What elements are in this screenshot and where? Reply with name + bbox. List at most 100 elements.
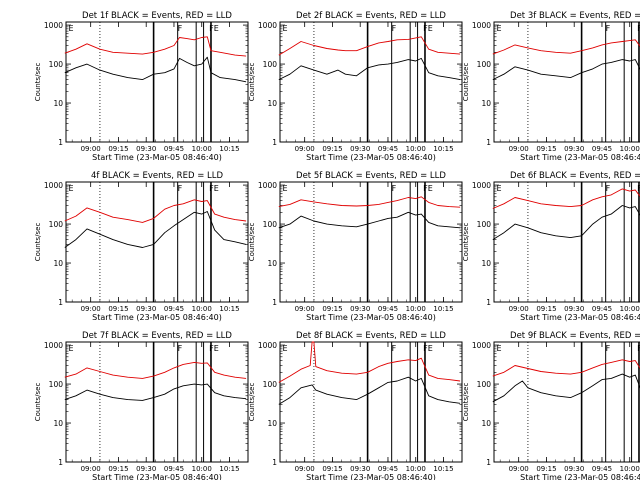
events-series-line bbox=[278, 376, 461, 405]
y-tick-label: 1 bbox=[486, 138, 491, 147]
interval-label: E bbox=[282, 184, 287, 193]
y-tick-label: 10 bbox=[53, 419, 63, 428]
x-tick-label: 10:15 bbox=[219, 465, 239, 473]
x-tick-label: 09:45 bbox=[164, 465, 184, 473]
x-tick-label: 09:30 bbox=[136, 465, 156, 473]
interval-label: E bbox=[68, 24, 73, 33]
interval-label: F bbox=[392, 184, 397, 193]
x-tick-label: 09:00 bbox=[295, 305, 315, 313]
panel-title: Det 8f BLACK = Events, RED = LLD bbox=[296, 331, 446, 341]
x-tick-label: 09:30 bbox=[136, 305, 156, 313]
x-tick-label: 09:15 bbox=[322, 305, 342, 313]
x-tick-label: 09:00 bbox=[509, 465, 529, 473]
interval-label: FE bbox=[637, 344, 640, 353]
x-tick-label: 09:30 bbox=[350, 465, 370, 473]
events-series-line bbox=[492, 205, 640, 240]
y-tick-label: 10 bbox=[481, 259, 491, 268]
interval-label: F bbox=[178, 24, 183, 33]
y-tick-label: 1000 bbox=[44, 341, 63, 350]
x-tick-label: 09:45 bbox=[592, 465, 612, 473]
panel-title: Det 3f BLACK = Events, RED = LLD bbox=[510, 11, 640, 21]
x-axis-label: Start Time (23-Mar-05 08:46:40) bbox=[92, 473, 222, 480]
interval-label: E bbox=[496, 344, 501, 353]
lld-series-line bbox=[64, 361, 247, 379]
events-series-line bbox=[492, 373, 640, 403]
x-tick-label: 09:00 bbox=[81, 465, 101, 473]
x-tick-label: 10:15 bbox=[433, 465, 453, 473]
interval-label: FE bbox=[209, 184, 219, 193]
x-tick-label: 09:45 bbox=[592, 305, 612, 313]
x-axis-label: Start Time (23-Mar-05 08:46:40) bbox=[306, 153, 436, 162]
panel-title: 4f BLACK = Events, RED = LLD bbox=[91, 171, 224, 181]
y-axis-label: Counts/sec bbox=[34, 223, 42, 262]
y-tick-label: 10 bbox=[53, 259, 63, 268]
panel-9: Det 9f BLACK = Events, RED = LLD 1 10 100 10… bbox=[462, 331, 640, 480]
plot-frame bbox=[65, 341, 249, 463]
y-tick-label: 1000 bbox=[472, 341, 491, 350]
x-tick-label: 09:30 bbox=[564, 305, 584, 313]
y-tick-label: 100 bbox=[49, 380, 64, 389]
y-tick-label: 10 bbox=[481, 419, 491, 428]
interval-label: F bbox=[606, 184, 611, 193]
interval-label: F bbox=[178, 344, 183, 353]
plot-frame bbox=[493, 181, 640, 303]
x-tick-label: 09:45 bbox=[378, 465, 398, 473]
interval-label: F bbox=[606, 344, 611, 353]
x-tick-label: 09:00 bbox=[509, 305, 529, 313]
x-tick-label: 09:45 bbox=[592, 145, 612, 153]
x-tick-label: 10:00 bbox=[406, 145, 426, 153]
interval-label: F bbox=[178, 184, 183, 193]
y-tick-label: 100 bbox=[477, 220, 492, 229]
x-tick-label: 10:00 bbox=[406, 305, 426, 313]
panel-2: Det 2f BLACK = Events, RED = LLD 1 10 100 10… bbox=[248, 11, 463, 162]
events-series-line bbox=[278, 211, 461, 229]
x-tick-label: 09:15 bbox=[536, 145, 556, 153]
y-axis-label: Counts/sec bbox=[248, 383, 256, 422]
x-tick-label: 09:30 bbox=[136, 145, 156, 153]
panel-5: Det 5f BLACK = Events, RED = LLD 1 10 100 10… bbox=[248, 171, 463, 322]
interval-label: FE bbox=[637, 24, 640, 33]
y-tick-label: 1000 bbox=[472, 21, 491, 30]
x-tick-label: 09:15 bbox=[108, 305, 128, 313]
x-axis-label: Start Time (23-Mar-05 08:46:40) bbox=[306, 473, 436, 480]
y-axis-label: Counts/sec bbox=[462, 223, 470, 262]
y-tick-label: 1000 bbox=[258, 341, 277, 350]
x-tick-label: 09:00 bbox=[81, 145, 101, 153]
y-tick-label: 10 bbox=[481, 99, 491, 108]
x-tick-label: 09:15 bbox=[108, 145, 128, 153]
panel-6: Det 6f BLACK = Events, RED = LLD 1 10 100 10… bbox=[462, 171, 640, 322]
y-tick-label: 10 bbox=[267, 99, 277, 108]
x-tick-label: 09:15 bbox=[108, 465, 128, 473]
y-tick-label: 100 bbox=[477, 380, 492, 389]
x-tick-label: 09:15 bbox=[536, 465, 556, 473]
y-tick-label: 1000 bbox=[258, 21, 277, 30]
x-tick-label: 10:00 bbox=[620, 305, 640, 313]
panel-title: Det 1f BLACK = Events, RED = LLD bbox=[82, 11, 232, 21]
x-tick-label: 09:30 bbox=[350, 145, 370, 153]
y-axis-label: Counts/sec bbox=[34, 63, 42, 102]
x-axis-label: Start Time (23-Mar-05 08:46:40) bbox=[520, 473, 640, 480]
x-tick-label: 09:15 bbox=[536, 305, 556, 313]
x-tick-label: 09:00 bbox=[81, 305, 101, 313]
y-tick-label: 1 bbox=[272, 138, 277, 147]
x-axis-label: Start Time (23-Mar-05 08:46:40) bbox=[520, 153, 640, 162]
y-tick-label: 10 bbox=[267, 259, 277, 268]
y-tick-label: 1 bbox=[272, 458, 277, 467]
y-tick-label: 1000 bbox=[258, 181, 277, 190]
x-tick-label: 09:15 bbox=[322, 145, 342, 153]
plot-frame bbox=[65, 21, 249, 143]
lld-series-line bbox=[64, 199, 247, 223]
y-axis-label: Counts/sec bbox=[248, 223, 256, 262]
panel-title: Det 2f BLACK = Events, RED = LLD bbox=[296, 11, 446, 21]
panel-8: Det 8f BLACK = Events, RED = LLD 1 10 100 10… bbox=[248, 331, 463, 480]
y-tick-label: 100 bbox=[49, 60, 64, 69]
panel-title: Det 9f BLACK = Events, RED = LLD bbox=[510, 331, 640, 341]
x-tick-label: 10:00 bbox=[192, 465, 212, 473]
interval-label: FE bbox=[423, 344, 433, 353]
x-tick-label: 10:00 bbox=[192, 305, 212, 313]
x-tick-label: 10:15 bbox=[433, 305, 453, 313]
interval-label: E bbox=[282, 344, 287, 353]
lld-series-line bbox=[492, 359, 640, 377]
x-tick-label: 10:15 bbox=[433, 145, 453, 153]
x-tick-label: 09:45 bbox=[378, 305, 398, 313]
